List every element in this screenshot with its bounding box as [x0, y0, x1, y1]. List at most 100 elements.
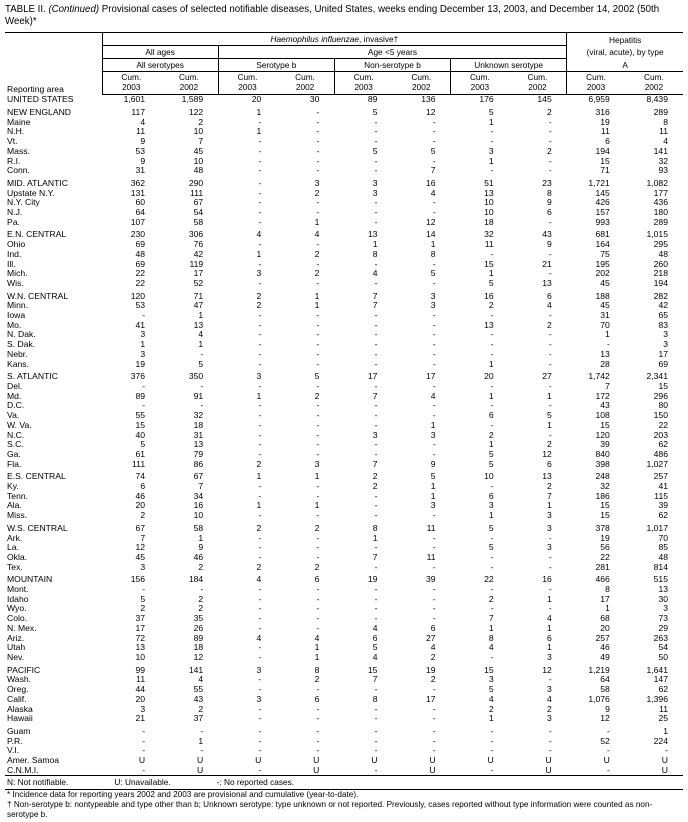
value-cell: -	[665, 746, 668, 756]
value-cell: 13	[484, 188, 494, 198]
value-cell: -	[316, 714, 320, 724]
value-cell: 2	[314, 269, 320, 279]
reporting-area-cell: Vt.	[7, 137, 18, 147]
value-cell: -	[374, 714, 378, 724]
value-cell: 195	[595, 259, 610, 269]
value-cell: 7	[372, 675, 378, 685]
value-cell: -	[200, 349, 204, 359]
value-cell: 260	[653, 259, 668, 269]
value-cell: 2	[488, 301, 494, 311]
value-cell: 1	[605, 604, 610, 614]
value-cell: -	[490, 533, 494, 543]
reporting-area-cell: E.N. CENTRAL	[7, 230, 67, 240]
value-cell: 12	[600, 714, 610, 724]
value-cell: -	[316, 359, 320, 369]
value-cell: 119	[189, 259, 204, 269]
value-cell: -	[374, 208, 378, 218]
legend-no-cases: -: No reported cases.	[216, 777, 295, 788]
value-cell: 6	[140, 482, 146, 492]
value-cell: -	[432, 411, 436, 421]
value-cell: 7	[430, 166, 436, 176]
table-row: Ohio 69 76- -1 1 11 9 164 295	[5, 240, 683, 250]
value-cell: 41	[135, 320, 146, 330]
value-cell: -	[374, 562, 378, 572]
hepatitis-label: Hepatitis	[608, 34, 642, 45]
value-cell: 3	[546, 511, 552, 521]
table-row: Kans. 19 5 - - - - 1 - 28 69	[5, 360, 683, 370]
value-cell: 7	[488, 614, 494, 624]
reporting-area-cell: MID. ATLANTIC	[7, 178, 68, 188]
value-cell: 6,959	[588, 94, 610, 105]
value-cell: 3	[430, 291, 436, 301]
data-table: Reporting area Haemophilus influenzae, i…	[5, 32, 683, 777]
value-cell: -	[490, 765, 494, 775]
value-cell: 68	[600, 614, 610, 624]
value-cell: -	[490, 166, 494, 176]
value-cell: 31	[135, 166, 146, 176]
value-cell: U	[429, 765, 436, 775]
value-cell: 6	[372, 633, 378, 643]
table-row: MID. ATLANTIC 362 290 - 3 3 16 51 23 1,721 1,082	[5, 179, 683, 189]
value-cell: 47	[193, 301, 204, 311]
value-cell: 27	[426, 633, 436, 643]
value-cell: 306	[188, 230, 204, 240]
value-cell: -	[258, 440, 262, 450]
reporting-area-cell: UNITED STATES	[7, 94, 74, 105]
value-cell: -	[316, 704, 320, 714]
value-cell: 157	[595, 208, 610, 218]
value-cell: 186	[595, 491, 610, 501]
value-cell: 224	[653, 736, 668, 746]
reporting-area-cell: Amer. Samoa	[7, 756, 60, 766]
value-cell: 26	[193, 623, 204, 633]
value-cell: -	[432, 259, 436, 269]
value-cell: 248	[595, 472, 610, 482]
table-row: NEW ENGLAND 117 122 1 - 5 12 5 2 316 289	[5, 108, 683, 118]
value-cell: 2	[372, 482, 378, 492]
value-cell: -	[374, 156, 378, 166]
value-cell: -	[490, 562, 494, 572]
value-cell: 1	[198, 340, 204, 350]
value-cell: 120	[595, 430, 610, 440]
value-cell: 5	[430, 472, 436, 482]
value-cell: -	[490, 311, 494, 321]
value-cell: -	[548, 340, 552, 350]
value-cell: -	[258, 736, 262, 746]
value-cell: 1	[198, 533, 204, 543]
reporting-area-cell: Ky.	[7, 482, 19, 492]
value-cell: -	[258, 449, 262, 459]
value-cell: -	[258, 320, 262, 330]
value-cell: U	[138, 756, 146, 766]
value-cell: -	[258, 349, 262, 359]
value-cell: -	[490, 726, 494, 736]
value-cell: 5	[430, 146, 436, 156]
table-row: S. ATLANTIC 376 350 3 5 17 17 20 27 1,742 2,341	[5, 372, 683, 382]
value-cell: -	[548, 401, 552, 411]
value-cell: -	[258, 382, 262, 391]
value-cell: -	[432, 401, 436, 411]
value-cell: 61	[135, 449, 146, 459]
value-cell: -	[548, 349, 552, 359]
title-continued: (Continued)	[48, 4, 100, 15]
reporting-area-cell: R.I.	[7, 156, 21, 166]
value-cell: 85	[658, 543, 668, 553]
value-cell: 1	[314, 501, 320, 511]
value-cell: 62	[658, 440, 668, 450]
reporting-area-cell: N.J.	[7, 208, 23, 218]
value-cell: 289	[653, 108, 668, 118]
value-cell: 136	[421, 94, 436, 105]
value-cell: 9	[546, 198, 552, 208]
value-cell: -	[374, 401, 378, 411]
value-cell: 22	[658, 420, 668, 430]
reporting-area-cell: Mass.	[7, 146, 30, 156]
value-cell: 1	[605, 330, 610, 340]
value-cell: 89	[135, 391, 146, 401]
value-cell: 58	[193, 217, 204, 227]
table-row: W.N. CENTRAL 120 71 2 1 7 3 16 6 188 282	[5, 292, 683, 302]
value-cell: 107	[130, 217, 146, 227]
value-cell: -	[258, 411, 262, 421]
value-cell: -	[374, 420, 378, 430]
value-cell: -	[316, 330, 320, 340]
value-cell: 3	[256, 269, 262, 279]
value-cell: 1	[256, 391, 262, 401]
value-cell: 263	[653, 633, 668, 643]
